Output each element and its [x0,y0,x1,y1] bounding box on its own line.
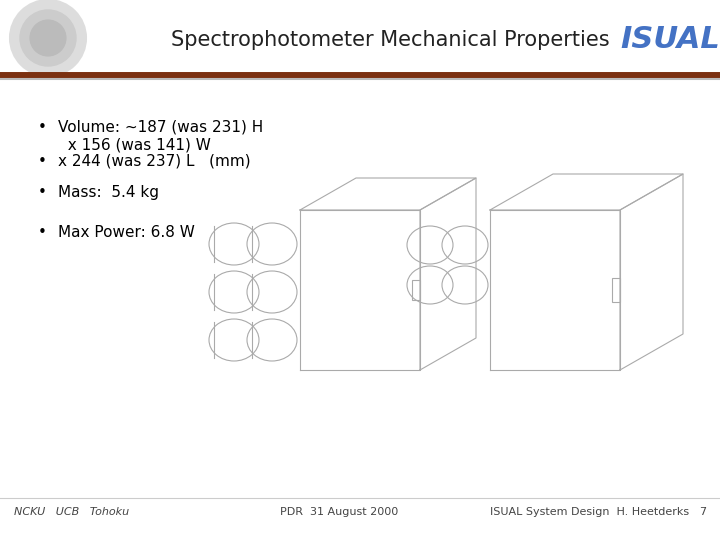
Text: x 244 (was 237) L   (mm): x 244 (was 237) L (mm) [58,154,251,169]
Text: •: • [38,185,47,200]
Text: x 156 (was 141) W: x 156 (was 141) W [58,137,211,152]
Text: •: • [38,120,47,135]
Text: Mass:  5.4 kg: Mass: 5.4 kg [58,185,159,200]
Text: PDR  31 August 2000: PDR 31 August 2000 [280,507,398,517]
Text: Spectrophotometer Mechanical Properties: Spectrophotometer Mechanical Properties [171,30,609,50]
Text: 7: 7 [699,507,706,517]
Circle shape [20,10,76,66]
Circle shape [30,20,66,56]
Circle shape [10,0,86,76]
Text: •: • [38,154,47,169]
FancyBboxPatch shape [612,278,620,302]
Text: ISUAL System Design  H. Heetderks: ISUAL System Design H. Heetderks [490,507,689,517]
Text: ISUAL: ISUAL [620,25,720,55]
Text: Volume: ~187 (was 231) H: Volume: ~187 (was 231) H [58,120,264,135]
FancyBboxPatch shape [412,280,420,300]
Text: •: • [38,225,47,240]
Text: NCKU   UCB   Tohoku: NCKU UCB Tohoku [14,507,129,517]
Text: Max Power: 6.8 W: Max Power: 6.8 W [58,225,195,240]
